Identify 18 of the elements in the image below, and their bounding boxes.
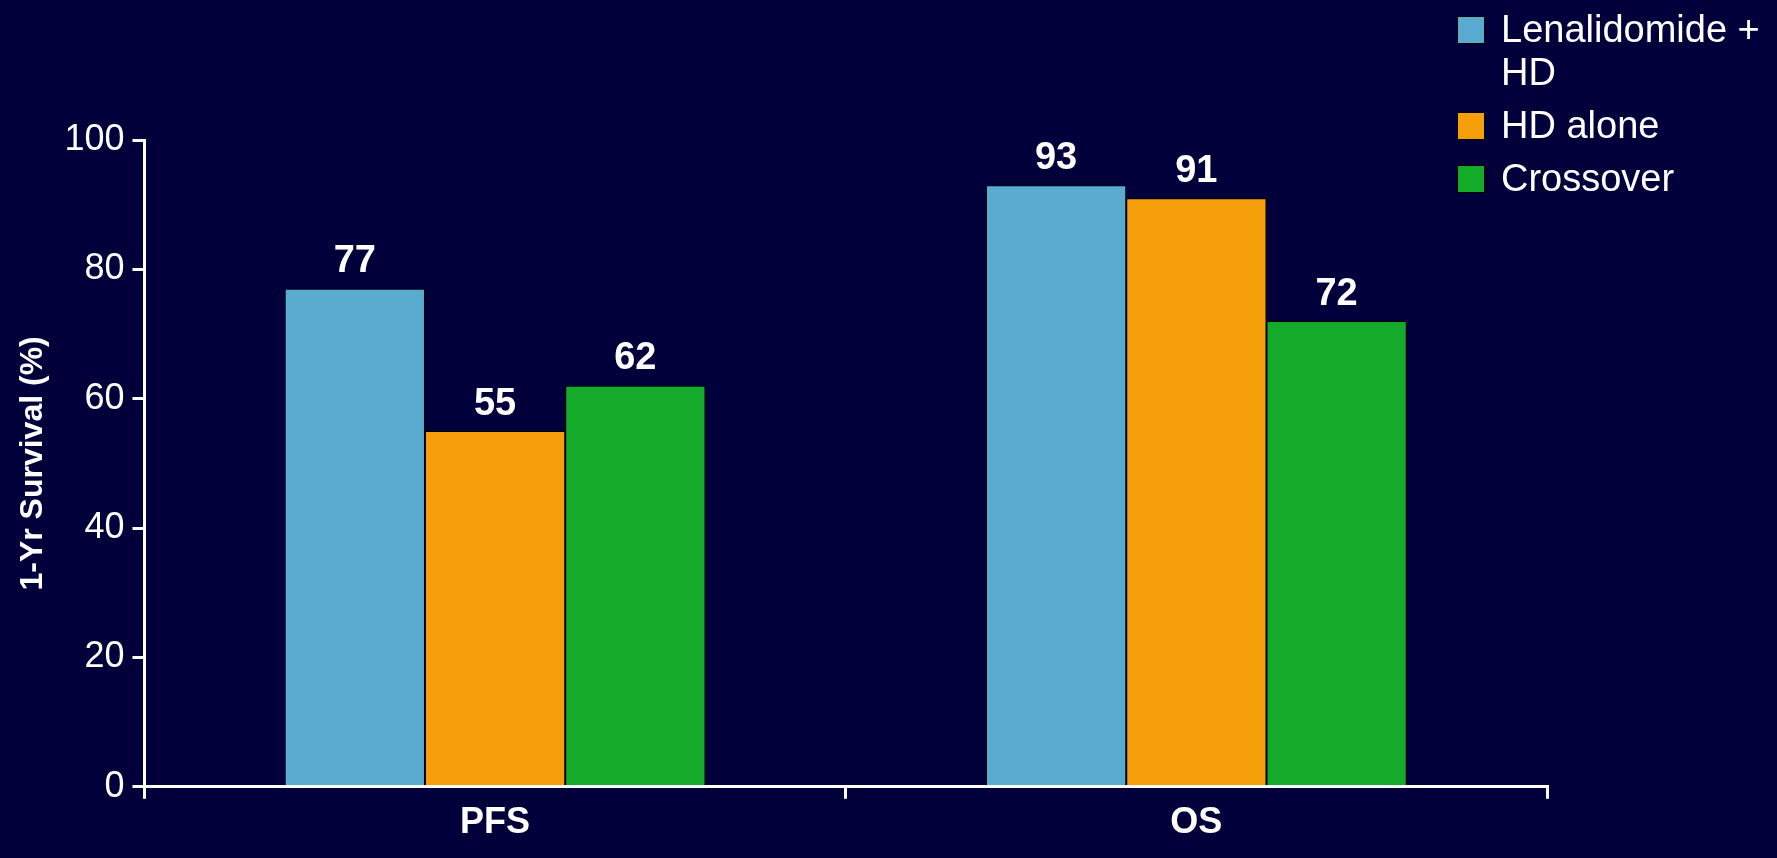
- x-tick-label: OS: [1170, 800, 1223, 842]
- data-label: 62: [614, 335, 657, 378]
- data-label: 72: [1315, 270, 1358, 313]
- legend-label: Crossover: [1501, 157, 1675, 200]
- y-tick-label: 60: [84, 375, 125, 417]
- y-tick-label: 0: [104, 763, 125, 805]
- data-label: 77: [333, 238, 376, 281]
- x-tick-label: PFS: [460, 800, 531, 842]
- legend-label: HD alone: [1501, 104, 1660, 147]
- y-axis-title: 1-Yr Survival (%): [13, 336, 50, 591]
- data-label: 55: [473, 380, 517, 423]
- y-tick-label: 80: [84, 246, 125, 288]
- y-tick-label: 20: [84, 634, 125, 676]
- legend-label: Lenalidomide + HD: [1501, 8, 1761, 94]
- y-tick-label: 40: [84, 505, 125, 546]
- data-label: 91: [1175, 147, 1218, 190]
- y-tick-label: 100: [64, 116, 125, 158]
- data-label: 93: [1034, 134, 1078, 177]
